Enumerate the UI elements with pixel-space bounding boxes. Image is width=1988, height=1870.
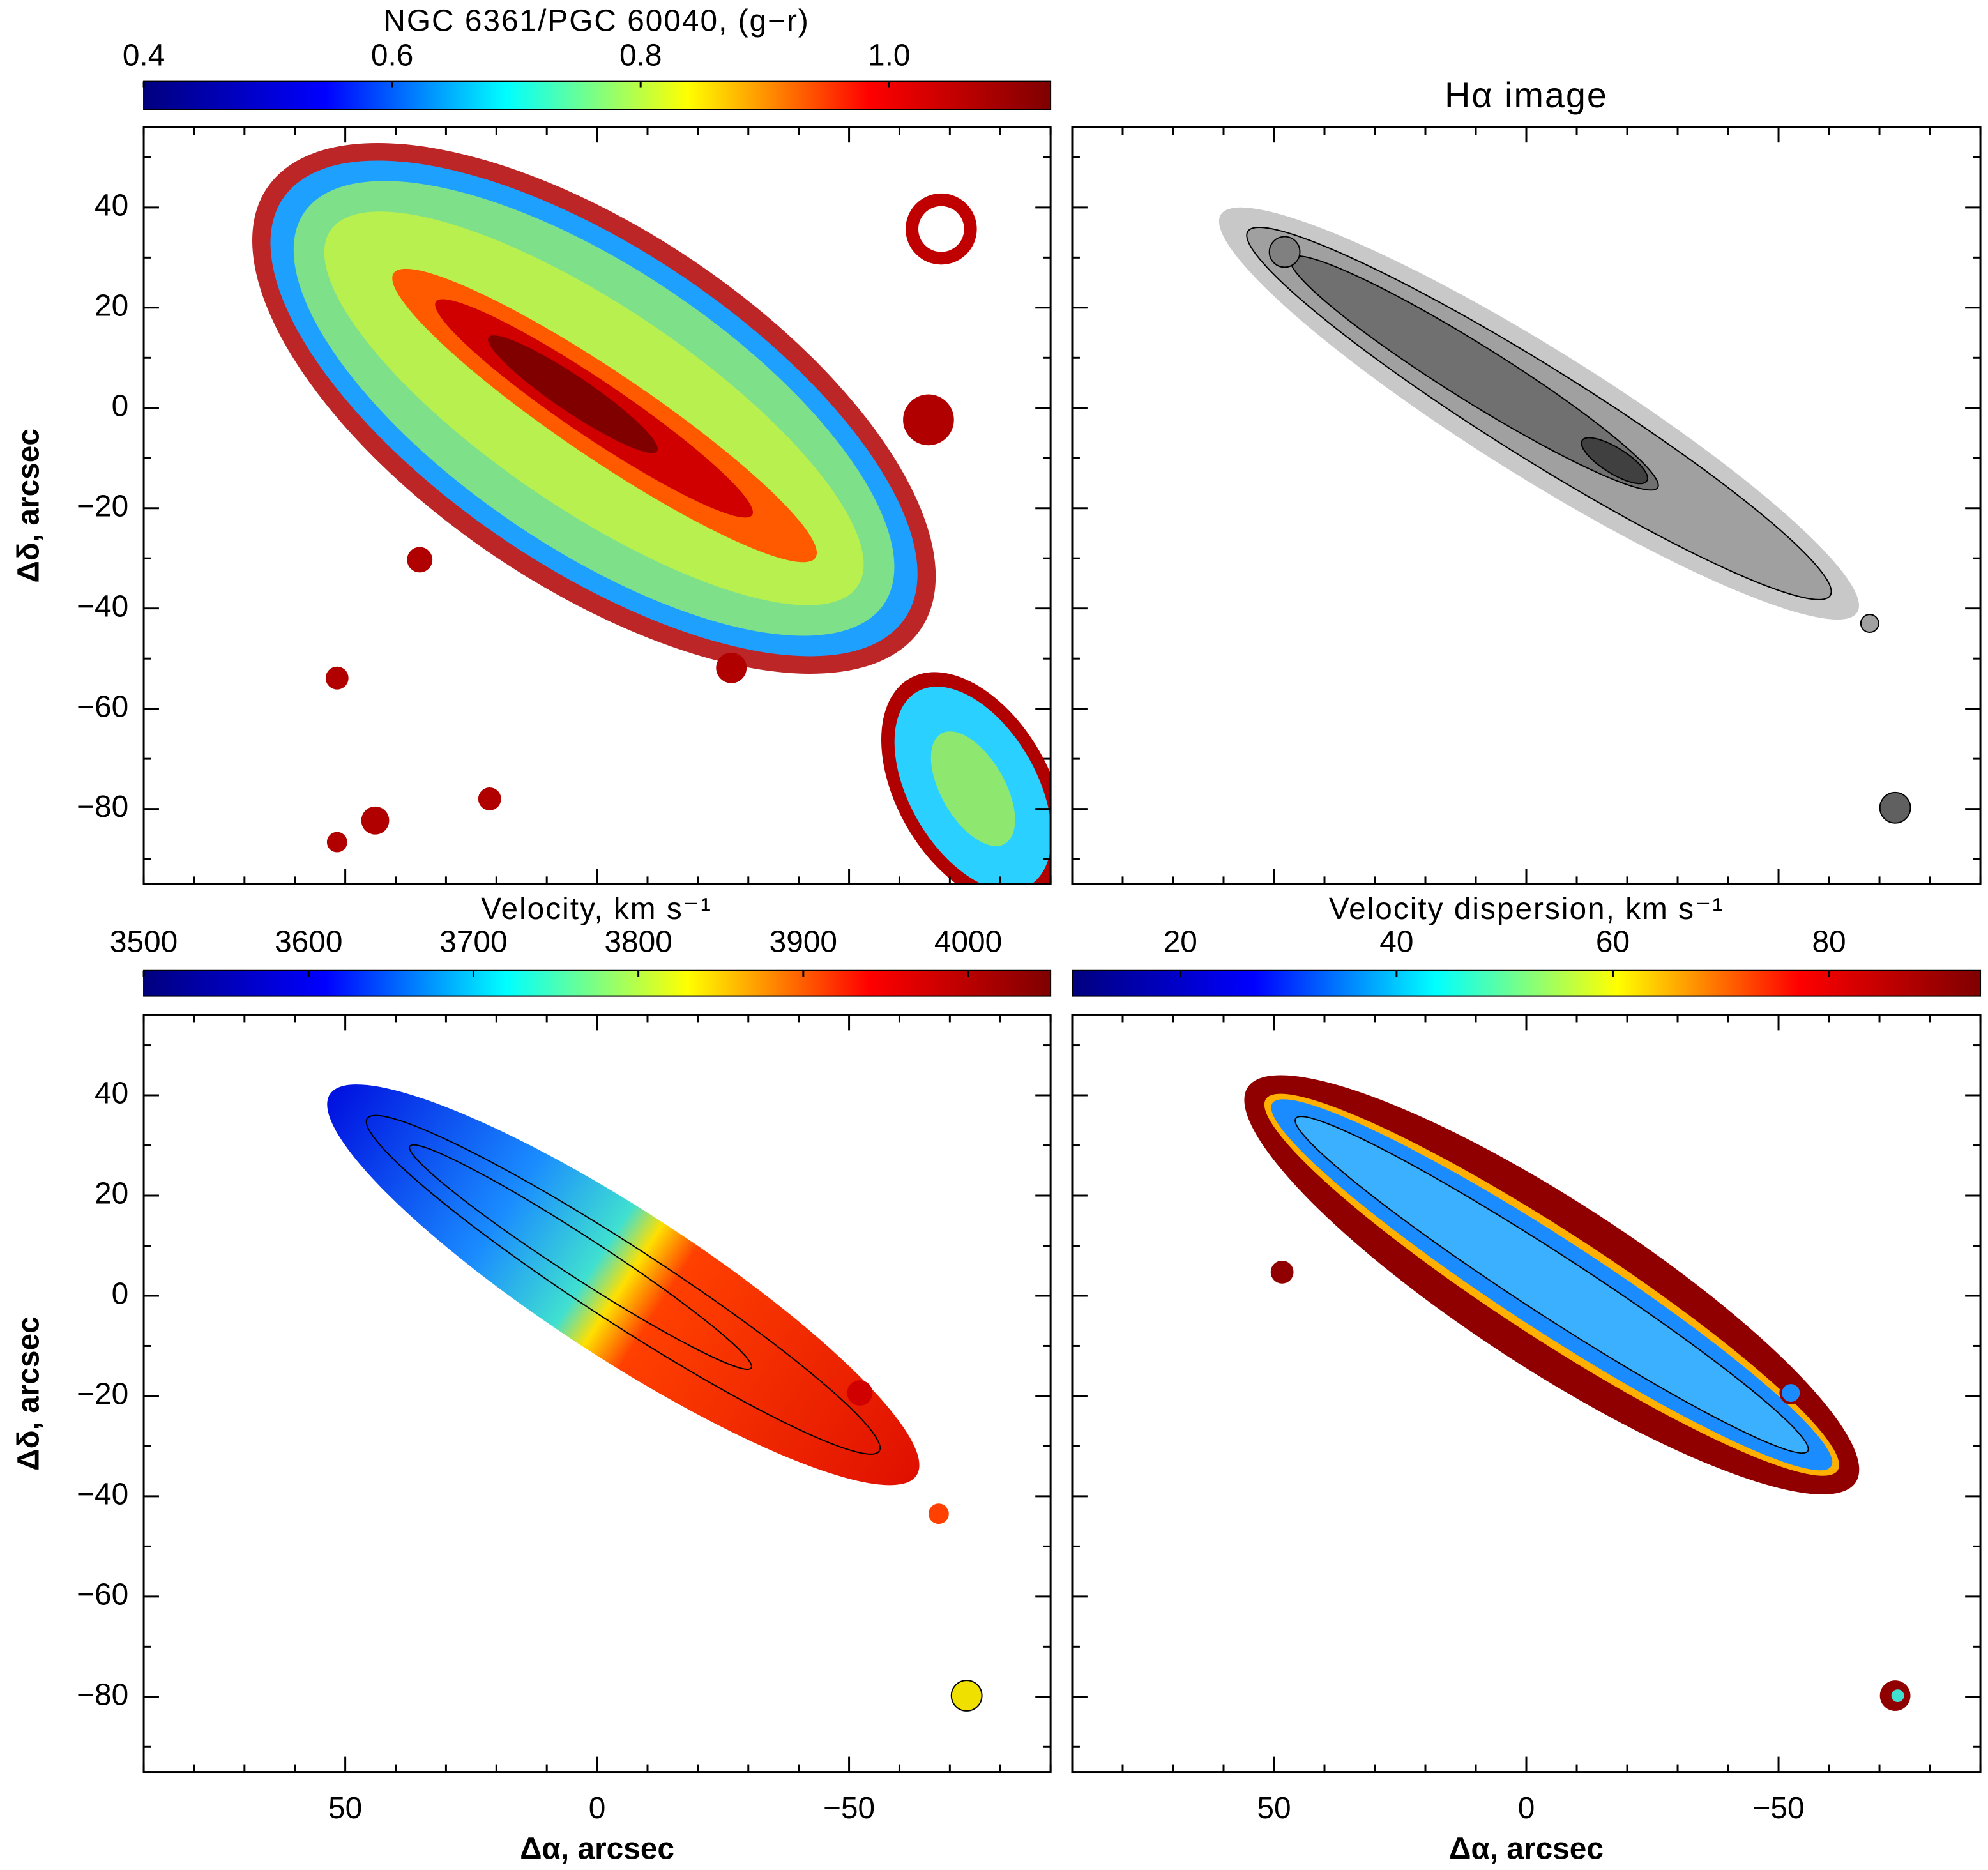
halpha-image bbox=[1218, 207, 1911, 824]
x-tick-label: 0 bbox=[589, 1791, 606, 1825]
colorbar-tick-label: 0.4 bbox=[123, 38, 165, 72]
panel-title: Hα image bbox=[1445, 75, 1608, 115]
colorbar-tick-label: 4000 bbox=[934, 925, 1002, 959]
panel-title: NGC 6361/PGC 60040, (g−r) bbox=[383, 4, 809, 38]
colorbar-tick-label: 0.8 bbox=[619, 38, 662, 72]
x-tick-label: −50 bbox=[1752, 1791, 1804, 1825]
y-axis-label: Δδ, arcsec bbox=[11, 1316, 45, 1470]
colorbar-tick-label: 3900 bbox=[770, 925, 837, 959]
x-axis-label: Δα, arcsec bbox=[1449, 1832, 1604, 1866]
colorbar-tick-label: 3500 bbox=[110, 925, 178, 959]
color-map-image bbox=[252, 142, 1051, 885]
y-tick-label: −60 bbox=[77, 1577, 128, 1611]
colorbar-tick-label: 80 bbox=[1812, 925, 1846, 959]
y-tick-label: −80 bbox=[77, 790, 128, 824]
y-tick-label: 40 bbox=[95, 1077, 128, 1111]
plot-frame bbox=[142, 1014, 1052, 1774]
y-tick-label: 0 bbox=[112, 1277, 129, 1311]
y-tick-label: −40 bbox=[77, 589, 128, 623]
colorbar bbox=[143, 969, 1052, 997]
y-tick-label: −80 bbox=[77, 1678, 128, 1712]
y-tick-label: 0 bbox=[112, 389, 129, 423]
y-tick-label: 20 bbox=[95, 289, 128, 323]
plot-frame bbox=[1071, 1014, 1982, 1774]
x-tick-label: 0 bbox=[1518, 1791, 1535, 1825]
colorbar-tick-label: 1.0 bbox=[868, 38, 910, 72]
colorbar-tick-label: 40 bbox=[1379, 925, 1413, 959]
x-tick-label: −50 bbox=[823, 1791, 875, 1825]
x-axis-label: Δα, arcsec bbox=[520, 1832, 674, 1866]
panel-title: Velocity dispersion, km s⁻¹ bbox=[1329, 892, 1724, 926]
colorbar bbox=[1071, 969, 1982, 997]
colorbar-tick-label: 3700 bbox=[439, 925, 507, 959]
colorbar-tick-label: 3600 bbox=[275, 925, 342, 959]
panel-title: Velocity, km s⁻¹ bbox=[481, 892, 712, 926]
dispersion-image bbox=[1244, 1075, 1911, 1711]
colorbar-tick-label: 60 bbox=[1596, 925, 1630, 959]
x-tick-label: 50 bbox=[1257, 1791, 1291, 1825]
y-tick-label: 20 bbox=[95, 1177, 128, 1211]
y-tick-label: 40 bbox=[95, 188, 128, 222]
colorbar-tick-label: 0.6 bbox=[371, 38, 413, 72]
y-tick-label: −20 bbox=[77, 489, 128, 523]
y-tick-label: −20 bbox=[77, 1378, 128, 1411]
velocity-image bbox=[327, 1084, 983, 1712]
x-tick-label: 50 bbox=[328, 1791, 362, 1825]
colorbar-tick-label: 3800 bbox=[604, 925, 672, 959]
y-axis-label: Δδ, arcsec bbox=[11, 429, 45, 582]
colorbar-tick-label: 20 bbox=[1164, 925, 1197, 959]
colorbar bbox=[143, 80, 1052, 110]
plot-frame bbox=[1071, 126, 1982, 885]
y-tick-label: −60 bbox=[77, 690, 128, 724]
y-tick-label: −40 bbox=[77, 1478, 128, 1512]
